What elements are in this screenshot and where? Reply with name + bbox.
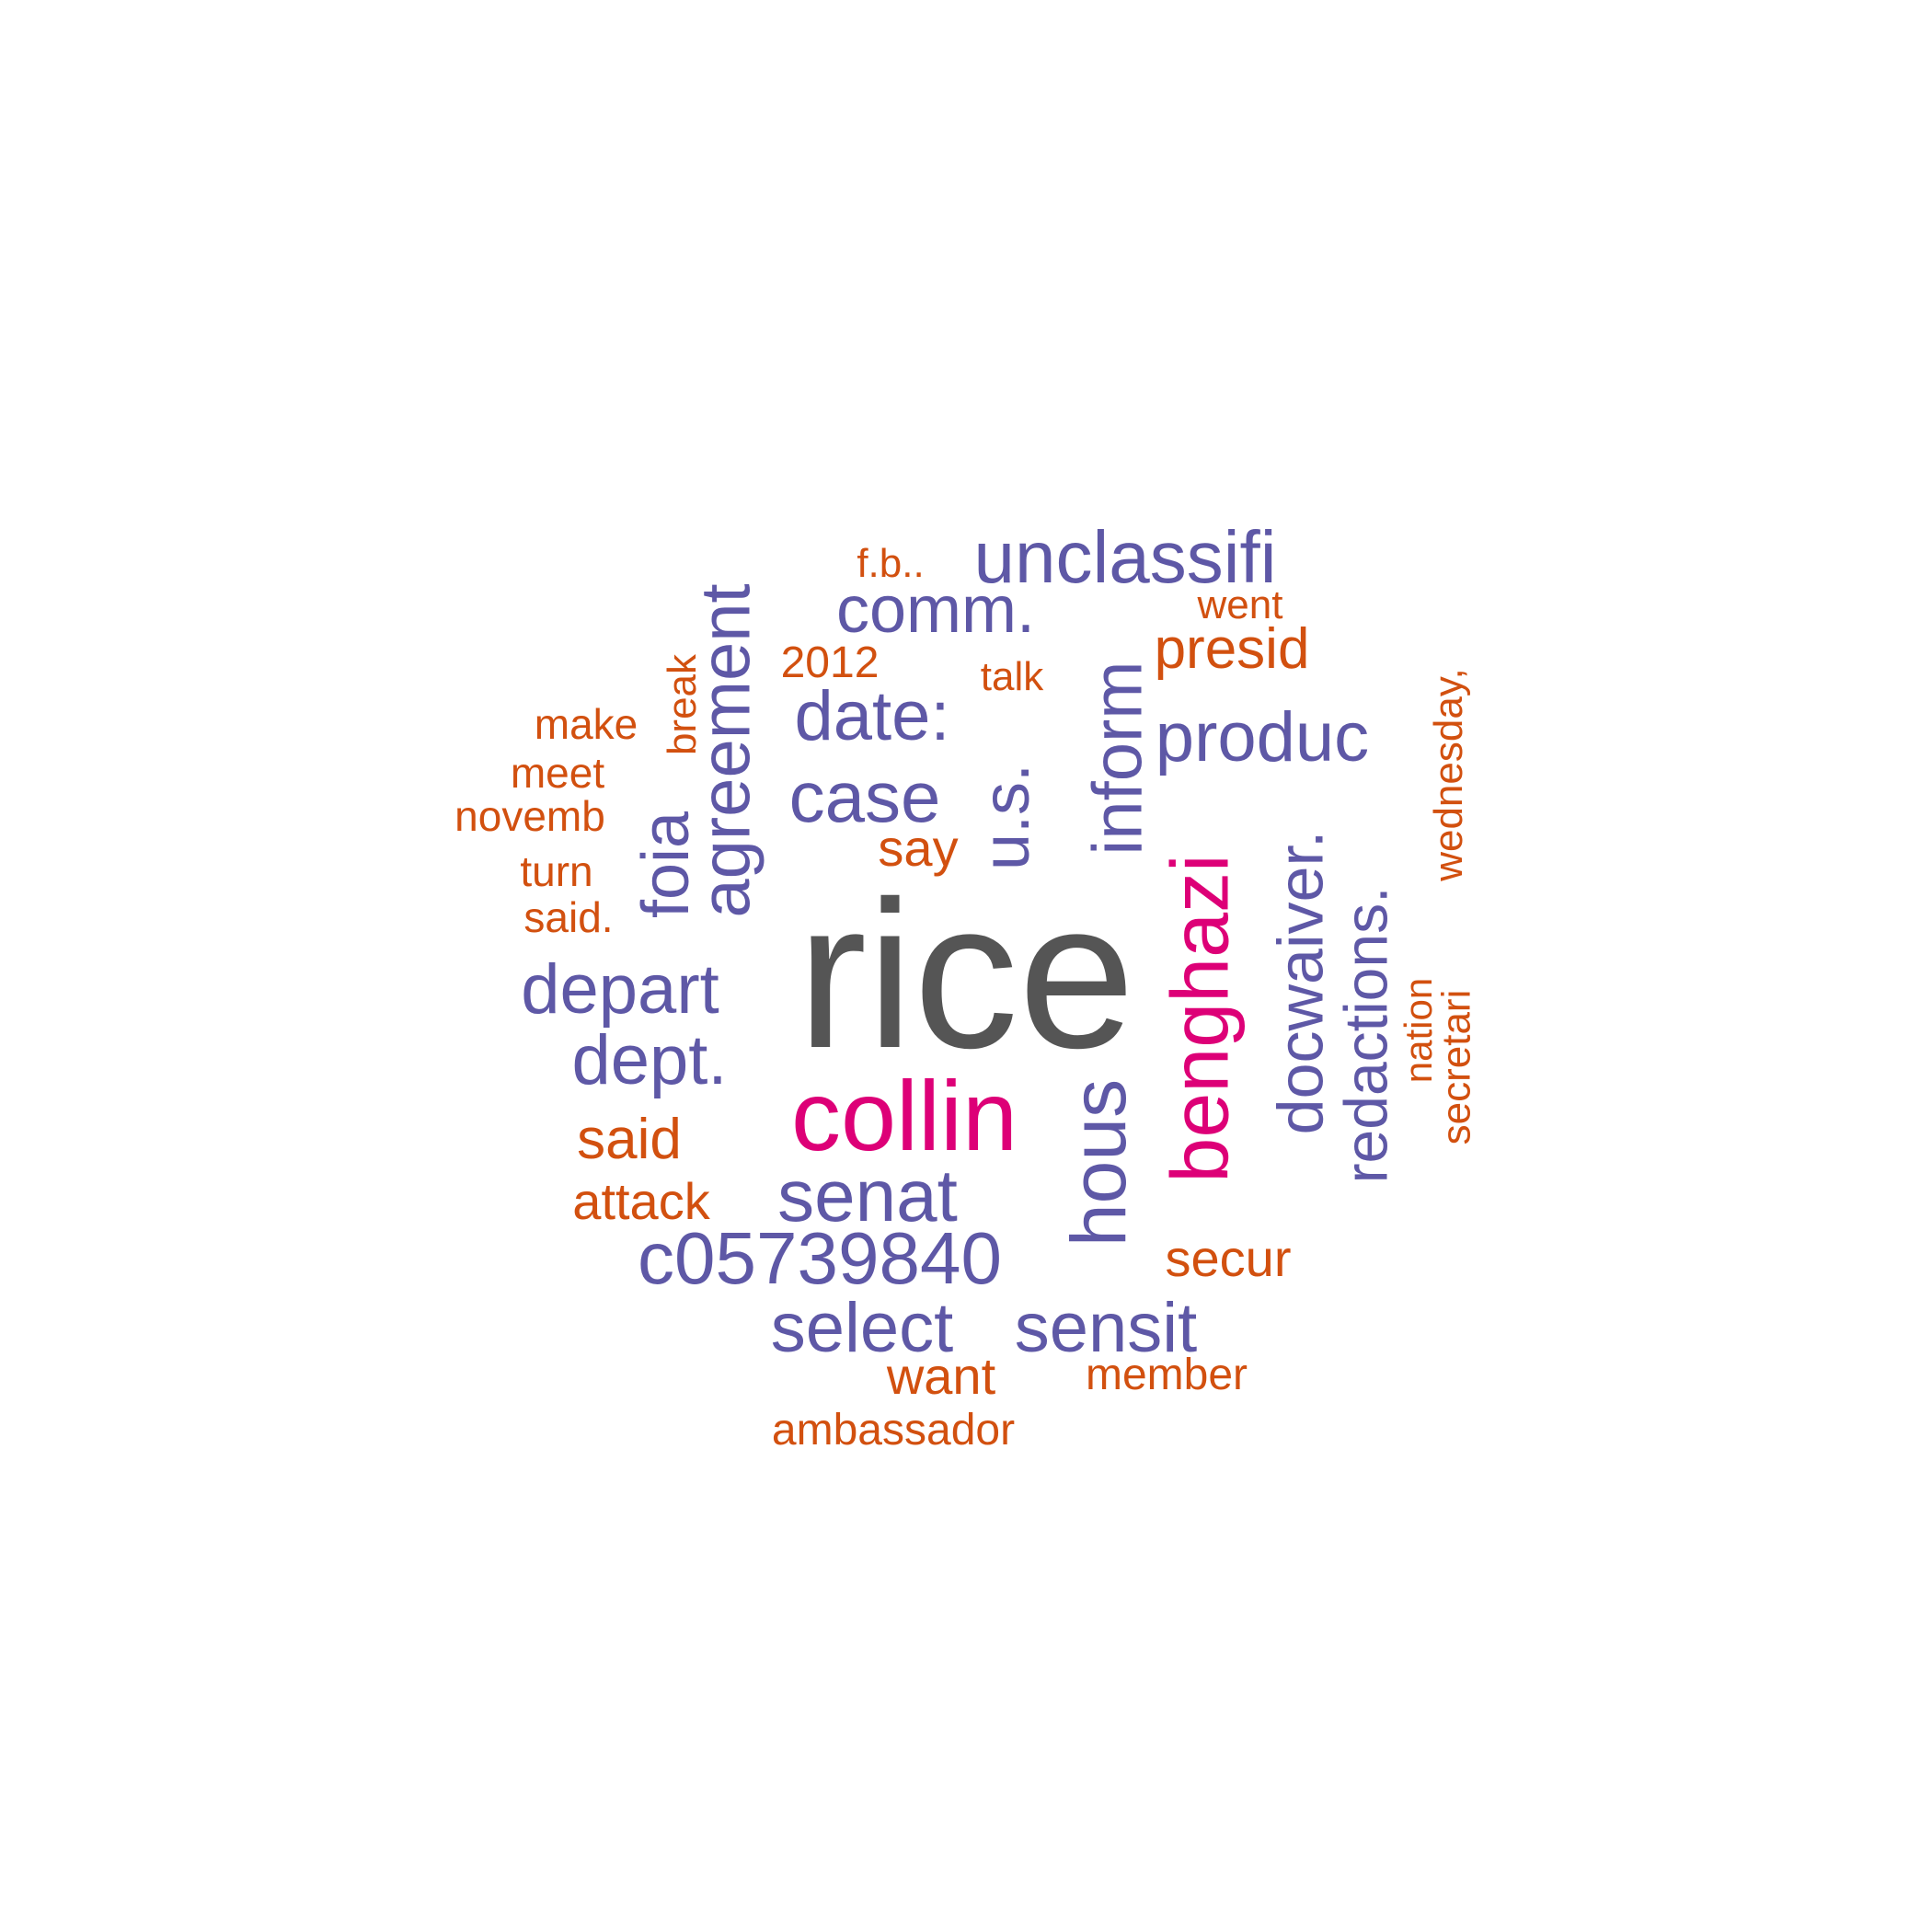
word-depart: depart <box>521 950 719 1029</box>
word-rice: rice <box>797 858 1135 1092</box>
word-say: say <box>878 819 959 877</box>
word-meet: meet <box>510 749 605 797</box>
word-secur: secur <box>1165 1229 1292 1287</box>
word-inform: inform <box>1079 661 1157 856</box>
word-date: date: <box>794 677 950 755</box>
word-us: u.s. <box>970 763 1043 871</box>
word-nation: nation <box>1397 977 1440 1084</box>
word-member: member <box>1085 1351 1248 1399</box>
word-wednesday: wednesday, <box>1426 668 1471 881</box>
word-benghazi: benghazi <box>1154 854 1246 1183</box>
word-attack: attack <box>572 1172 710 1230</box>
word-foia: foia <box>629 811 703 919</box>
word-comm: comm. <box>836 573 1035 647</box>
word-redactions: redactions. <box>1330 886 1399 1184</box>
word-said-period: said. <box>523 893 614 941</box>
word-dept: dept. <box>571 1021 728 1099</box>
word-break: break <box>659 653 705 756</box>
word-went: went <box>1197 582 1283 627</box>
word-make: make <box>534 700 638 748</box>
word-talk: talk <box>980 654 1044 699</box>
word-said: said <box>577 1108 682 1171</box>
word-collin: collin <box>790 1060 1018 1171</box>
word-c05739840: c05739840 <box>638 1217 1002 1299</box>
word-unclassifi: unclassifi <box>973 516 1277 598</box>
word-fbi: f.b.. <box>857 541 925 586</box>
word-presid: presid <box>1154 617 1310 681</box>
word-sensit: sensit <box>1014 1289 1198 1367</box>
word-ambassador: ambassador <box>771 1406 1016 1455</box>
word-select: select <box>770 1289 954 1367</box>
word-hous: hous <box>1055 1078 1142 1248</box>
word-case: case <box>788 756 941 837</box>
word-secretari: secretari <box>1433 989 1478 1145</box>
word-want: want <box>886 1347 996 1405</box>
word-senat: senat <box>777 1155 958 1236</box>
word-produc: produc <box>1155 698 1370 776</box>
word-novemb: novemb <box>454 792 605 840</box>
word-docwaiver: docwaiver. <box>1263 830 1336 1135</box>
word-2012: 2012 <box>780 638 880 687</box>
word-turn: turn <box>520 847 593 895</box>
